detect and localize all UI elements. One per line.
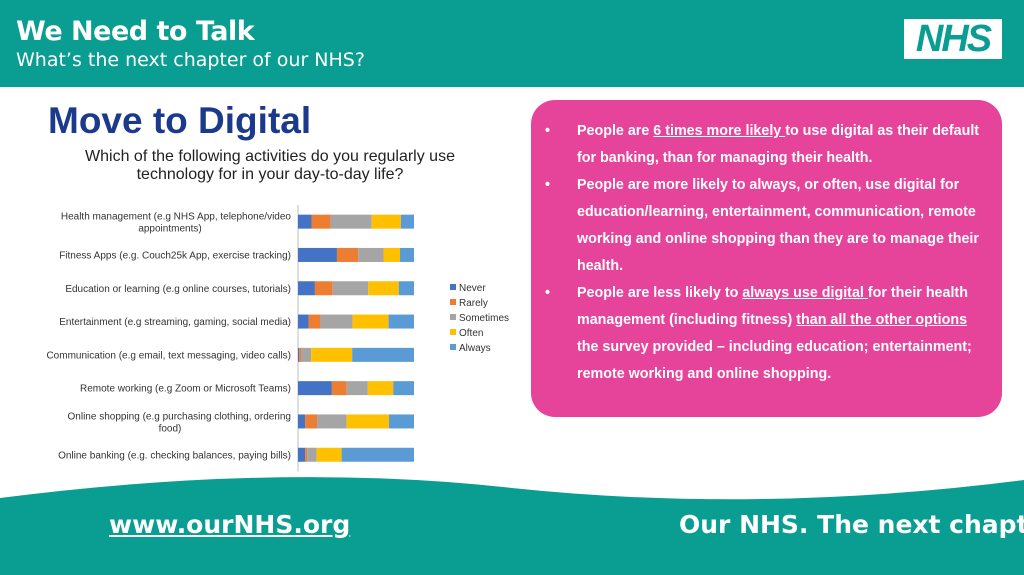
bar-segment-never bbox=[298, 314, 309, 329]
category-label: Communication (e.g email, text messaging… bbox=[46, 350, 291, 361]
bar-segment-never bbox=[298, 381, 332, 396]
legend-swatch bbox=[450, 344, 456, 350]
legend-label: Sometimes bbox=[459, 313, 509, 324]
bar-segment-never bbox=[298, 247, 337, 262]
footer-wave bbox=[0, 477, 1024, 575]
bar-segment-sometimes bbox=[346, 381, 368, 396]
insight-3-text: People are less likely to bbox=[577, 285, 743, 301]
insight-3-highlight-2: than all the other options bbox=[796, 312, 968, 328]
category-label: Online shopping (e.g purchasing clothing… bbox=[68, 411, 291, 434]
legend-swatch bbox=[450, 314, 456, 320]
legend-label: Always bbox=[459, 343, 491, 354]
insight-3-text-mid: for their health management (including f… bbox=[577, 285, 968, 328]
page-title: Move to Digital bbox=[48, 100, 312, 141]
bar-segment-rarely bbox=[308, 314, 321, 329]
bar-segment-often bbox=[316, 447, 342, 462]
bar-segment-rarely bbox=[299, 347, 302, 362]
bar-segment-sometimes bbox=[301, 347, 312, 362]
bar-segment-always bbox=[400, 247, 414, 262]
bar-segment-rarely bbox=[314, 281, 333, 296]
bar-segment-often bbox=[367, 381, 394, 396]
bar-segment-often bbox=[352, 314, 389, 329]
bar-segment-always bbox=[389, 414, 414, 429]
footer-website-link[interactable]: www.ourNHS.org bbox=[109, 510, 351, 539]
bar-segment-sometimes bbox=[358, 247, 384, 262]
chart-question: Which of the following activities do you… bbox=[85, 148, 455, 183]
header-subtitle: What’s the next chapter of our NHS? bbox=[16, 49, 365, 71]
legend-label: Never bbox=[459, 283, 486, 294]
insight-2-text: People are more likely to always, or oft… bbox=[577, 177, 979, 274]
bar-segment-often bbox=[368, 281, 399, 296]
bar-segment-always bbox=[388, 314, 414, 329]
nhs-logo: NHS bbox=[904, 19, 1002, 59]
bar-segment-never bbox=[298, 214, 312, 229]
footer-tagline: Our NHS. The next chapter. bbox=[679, 510, 1024, 539]
bar-segment-never bbox=[298, 281, 315, 296]
insight-1-text-end: to use digital as their default for bank… bbox=[577, 123, 980, 166]
bar-segment-sometimes bbox=[317, 414, 347, 429]
bullet-icon: • bbox=[545, 285, 551, 301]
nhs-logo-text: NHS bbox=[915, 18, 992, 60]
bar-segment-rarely bbox=[331, 381, 347, 396]
legend-swatch bbox=[450, 329, 456, 335]
bar-segment-often bbox=[371, 214, 401, 229]
bar-segment-often bbox=[311, 347, 353, 362]
insight-1-text: People are bbox=[577, 123, 654, 139]
insights-list: • People are 6 times more likely to use d… bbox=[543, 118, 983, 388]
insight-item-2: • People are more likely to always, or of… bbox=[543, 172, 983, 280]
stacked-bar-chart: Health management (e.g NHS App, telephon… bbox=[46, 205, 509, 494]
legend-swatch bbox=[450, 299, 456, 305]
bar-segment-rarely bbox=[336, 247, 359, 262]
category-label: Entertainment (e.g streaming, gaming, so… bbox=[59, 317, 291, 328]
bar-segment-always bbox=[352, 347, 414, 362]
bar-segment-rarely bbox=[311, 214, 331, 229]
bar-segment-never bbox=[298, 447, 306, 462]
bar-segment-always bbox=[398, 281, 414, 296]
category-label: Online banking (e.g. checking balances, … bbox=[58, 450, 291, 461]
category-label: Education or learning (e.g online course… bbox=[65, 284, 291, 295]
bar-segment-often bbox=[346, 414, 390, 429]
bar-segment-always bbox=[393, 381, 414, 396]
header-banner: We Need to Talk What’s the next chapter … bbox=[0, 0, 1024, 87]
bar-segment-often bbox=[383, 247, 401, 262]
bullet-icon: • bbox=[545, 123, 551, 139]
bar-segment-sometimes bbox=[307, 447, 317, 462]
bullet-icon: • bbox=[545, 177, 551, 193]
bar-segment-sometimes bbox=[330, 214, 372, 229]
bar-segment-always bbox=[341, 447, 414, 462]
insight-1-highlight: 6 times more likely bbox=[653, 123, 786, 139]
bar-segment-rarely bbox=[305, 414, 318, 429]
legend-label: Rarely bbox=[459, 298, 488, 309]
bar-segment-always bbox=[400, 214, 414, 229]
insights-callout: • People are 6 times more likely to use d… bbox=[531, 100, 1002, 417]
insight-3-highlight-1: always use digital bbox=[742, 285, 868, 301]
category-label: Health management (e.g NHS App, telephon… bbox=[61, 212, 292, 235]
category-label: Fitness Apps (e.g. Couch25k App, exercis… bbox=[59, 250, 291, 261]
bar-segment-sometimes bbox=[320, 314, 353, 329]
legend-swatch bbox=[450, 284, 456, 290]
insight-item-3: • People are less likely to always use di… bbox=[543, 280, 983, 388]
header-title: We Need to Talk bbox=[16, 16, 255, 47]
insight-3-text-end: the survey provided – including educatio… bbox=[577, 339, 972, 382]
category-label: Remote working (e.g Zoom or Microsoft Te… bbox=[80, 384, 291, 395]
bar-segment-never bbox=[298, 347, 300, 362]
bar-segment-rarely bbox=[305, 447, 308, 462]
insight-item-1: • People are 6 times more likely to use d… bbox=[543, 118, 983, 172]
bar-segment-never bbox=[298, 414, 306, 429]
legend-label: Often bbox=[459, 328, 483, 339]
bar-segment-sometimes bbox=[332, 281, 369, 296]
